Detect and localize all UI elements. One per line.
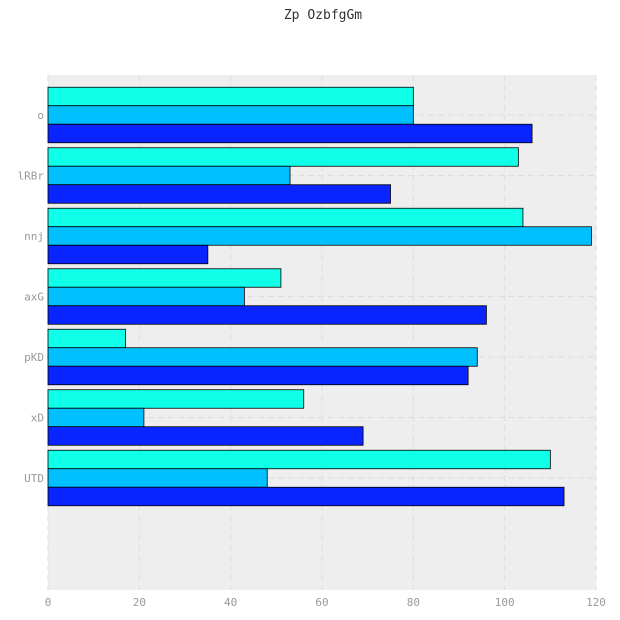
y-tick-label: axG — [24, 291, 44, 304]
x-tick-label: 60 — [315, 596, 328, 609]
bar-axG-series-2 — [47, 286, 245, 307]
bars — [47, 86, 592, 507]
bar-lRBr-series-1 — [47, 147, 519, 167]
bar-pKD-series-3 — [47, 365, 469, 386]
bar-lRBr-series-2 — [47, 165, 291, 186]
bar-o-series-2 — [47, 105, 414, 125]
x-tick-label: 0 — [45, 596, 52, 609]
x-tick-labels: 0 20 40 60 80 100 120 — [45, 596, 606, 609]
bar-nnj-series-2 — [47, 226, 592, 246]
x-tick-label: 40 — [224, 596, 237, 609]
bar-pKD-series-1 — [47, 328, 127, 349]
x-tick-label: 20 — [133, 596, 146, 609]
y-tick-label: o — [37, 109, 44, 122]
bar-axG-series-3 — [47, 305, 487, 325]
bar-UTD-series-1 — [47, 449, 551, 470]
bar-axG-series-1 — [47, 268, 282, 288]
bar-lRBr-series-3 — [47, 184, 391, 204]
y-tick-label: xD — [31, 412, 44, 425]
y-tick-label: pKD — [24, 351, 44, 364]
x-tick-label: 100 — [495, 596, 515, 609]
bar-o-series-3 — [47, 123, 533, 144]
bar-xD-series-2 — [47, 407, 145, 428]
bar-nnj-series-1 — [47, 207, 524, 228]
x-tick-label: 80 — [407, 596, 420, 609]
bar-pKD-series-2 — [47, 347, 478, 367]
bar-UTD-series-2 — [47, 468, 268, 488]
bar-nnj-series-3 — [47, 244, 209, 265]
y-tick-label: UTD — [24, 472, 44, 485]
x-tick-label: 120 — [586, 596, 606, 609]
chart-title: Zp OzbfgGm — [284, 8, 362, 23]
bar-UTD-series-3 — [47, 486, 565, 507]
bar-o-series-1 — [47, 86, 414, 107]
bar-xD-series-1 — [47, 389, 305, 409]
y-tick-labels: o lRBr nnj axG pKD xD UTD — [18, 109, 45, 485]
y-tick-label: lRBr — [18, 170, 45, 183]
y-tick-label: nnj — [24, 230, 44, 243]
bar-xD-series-3 — [47, 426, 364, 446]
